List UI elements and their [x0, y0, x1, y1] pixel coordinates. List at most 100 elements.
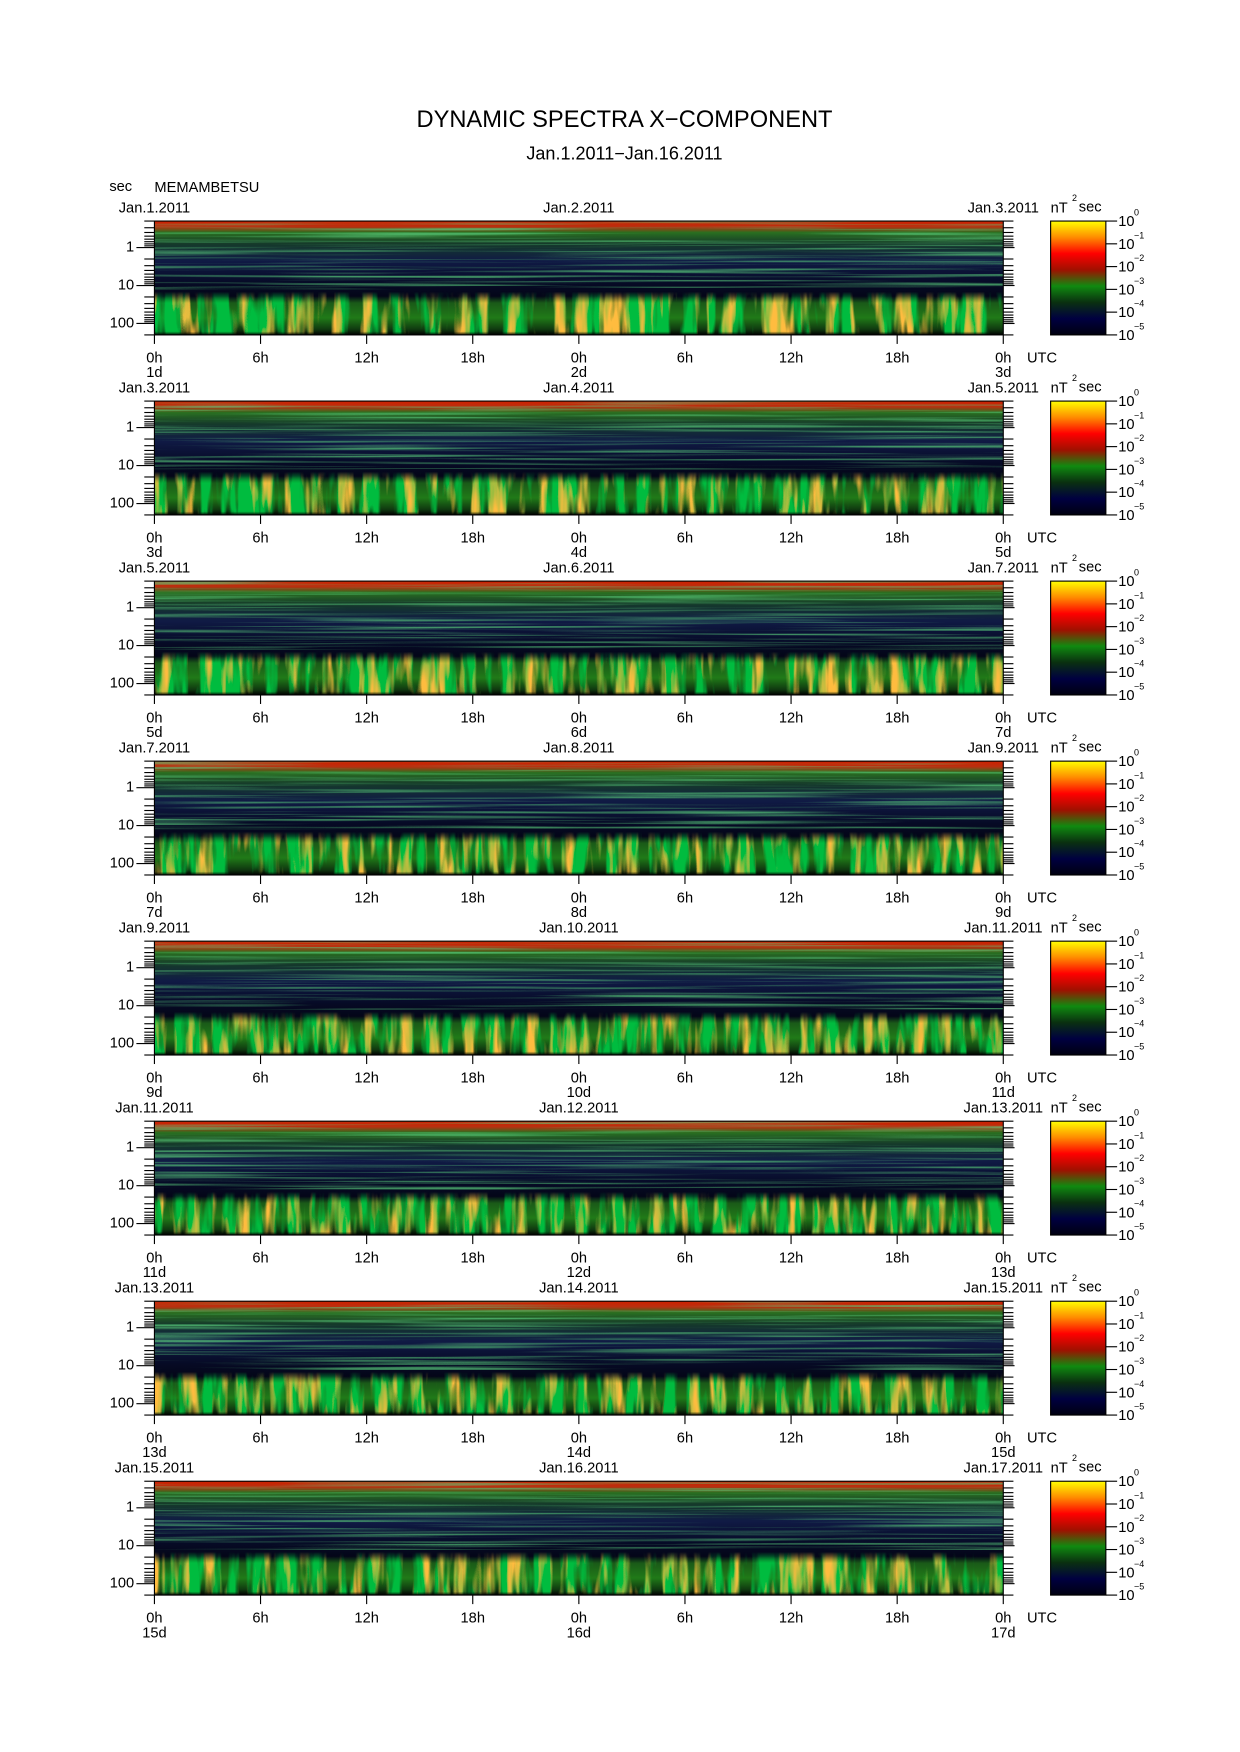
colorbar-unit-tail: sec [1079, 920, 1102, 936]
colorbar-tick-label: 10 [1118, 642, 1134, 658]
colorbar-tick-exponent: −5 [1134, 501, 1144, 511]
colorbar-unit: nT [1051, 741, 1068, 757]
x-tick-label: 0h [995, 891, 1011, 907]
colorbar-unit-exponent: 2 [1072, 733, 1077, 743]
colorbar-tick-exponent: −4 [1134, 479, 1144, 489]
spectrogram-texture [154, 941, 1004, 1056]
x-tick-label: 0h [995, 1431, 1011, 1447]
x-tick-label: 18h [885, 711, 909, 727]
colorbar-tick-exponent: −2 [1134, 613, 1144, 623]
date-label: Jan.11.2011 [115, 1101, 193, 1117]
x-tick-label: 12h [779, 530, 803, 546]
colorbar-tick-label: 10 [1118, 688, 1134, 704]
date-label: Jan.16.2011 [539, 1461, 619, 1477]
x-tick-label: 0h [571, 1251, 587, 1267]
x-tick-label: 12h [779, 1251, 803, 1267]
colorbar-tick-exponent: −1 [1134, 590, 1144, 600]
colorbar-tick-exponent: −3 [1134, 996, 1144, 1006]
panel: Jan.5.2011 Jan.6.2011 Jan.7.2011 0h 6h 12h 18h… [110, 553, 1145, 741]
colorbar-unit-exponent: 2 [1072, 373, 1077, 383]
colorbar-tick-exponent: −2 [1134, 793, 1144, 803]
colorbar-tick-label: 10 [1118, 957, 1134, 973]
colorbar-tick-label: 10 [1118, 1565, 1134, 1581]
colorbar-unit-exponent: 2 [1072, 1453, 1077, 1463]
colorbar-tick-exponent: −2 [1134, 1513, 1144, 1523]
y-tick-label: 1 [126, 780, 134, 796]
date-label: Jan.5.2011 [119, 561, 190, 577]
y-tick-label: 100 [110, 1035, 134, 1051]
x-tick-label: 6h [677, 1071, 693, 1087]
x-tick-label: 6h [252, 711, 268, 727]
colorbar-unit-tail: sec [1079, 739, 1102, 755]
colorbar-tick-exponent: −3 [1134, 276, 1144, 286]
colorbar-unit-tail: sec [1079, 1100, 1102, 1116]
x-unit: UTC [1027, 1251, 1058, 1267]
x-tick-label: 18h [885, 530, 909, 546]
colorbar-tick-label: 10 [1118, 1294, 1134, 1310]
colorbar-tick-exponent: 0 [1134, 1468, 1139, 1478]
colorbar-tick-exponent: 0 [1134, 748, 1139, 758]
colorbar [1050, 580, 1107, 696]
y-tick-label: 10 [118, 277, 134, 293]
spectrogram-texture [154, 1481, 1004, 1596]
x-tick-label: 18h [885, 891, 909, 907]
x-tick-label: 12h [779, 1611, 803, 1627]
x-tick-label: 0h [995, 711, 1011, 727]
colorbar-tick-label: 10 [1118, 440, 1134, 456]
colorbar-tick-label: 10 [1118, 822, 1134, 838]
x-tick-label: 6h [677, 1251, 693, 1267]
x-tick-label: 18h [461, 1611, 485, 1627]
panel: Jan.13.2011 Jan.14.2011 Jan.15.2011 0h 6h 12h… [110, 1273, 1145, 1461]
date-label: Jan.3.2011 [968, 201, 1039, 217]
spectrogram-texture [154, 401, 1004, 515]
colorbar-unit-tail: sec [1079, 1280, 1102, 1296]
day-label: 6d [571, 725, 587, 741]
x-tick-label: 12h [779, 1071, 803, 1087]
x-tick-label: 6h [677, 1611, 693, 1627]
x-tick-label: 18h [461, 350, 485, 366]
day-label: 5d [146, 725, 162, 741]
date-label: Jan.12.2011 [539, 1101, 619, 1117]
colorbar-unit-exponent: 2 [1072, 1273, 1077, 1283]
colorbar-tick-exponent: 0 [1134, 208, 1139, 218]
x-tick-label: 0h [146, 1251, 162, 1267]
colorbar-tick-label: 10 [1118, 417, 1134, 433]
colorbar-tick-exponent: 0 [1134, 1108, 1139, 1118]
colorbar-tick-label: 10 [1118, 282, 1134, 298]
x-tick-label: 0h [995, 1251, 1011, 1267]
date-label: Jan.9.2011 [119, 921, 190, 937]
day-label: 15d [142, 1625, 166, 1641]
colorbar-tick-label: 10 [1118, 260, 1134, 276]
x-tick-label: 6h [252, 350, 268, 366]
day-label: 2d [571, 365, 587, 381]
colorbar-tick-exponent: −4 [1134, 839, 1144, 849]
y-tick-label: 100 [110, 495, 134, 511]
colorbar [1050, 220, 1107, 336]
colorbar-tick-label: 10 [1118, 597, 1134, 613]
y-tick-label: 10 [118, 1358, 134, 1374]
colorbar-tick-label: 10 [1118, 1363, 1134, 1379]
y-tick-label: 1 [126, 1140, 134, 1156]
colorbar-tick-label: 10 [1118, 1385, 1134, 1401]
colorbar-tick-label: 10 [1118, 800, 1134, 816]
page-title: DYNAMIC SPECTRA X−COMPONENT [416, 107, 832, 133]
colorbar-tick-exponent: −5 [1134, 861, 1144, 871]
date-label: Jan.15.2011 [115, 1461, 195, 1477]
colorbar-tick-exponent: −5 [1134, 681, 1144, 691]
x-tick-label: 0h [146, 711, 162, 727]
x-tick-label: 0h [146, 1071, 162, 1087]
panel: Jan.3.2011 Jan.4.2011 Jan.5.2011 0h 6h 12h 18h… [110, 373, 1145, 561]
date-label: Jan.10.2011 [539, 921, 619, 937]
y-tick-label: 100 [110, 315, 134, 331]
colorbar [1050, 940, 1107, 1056]
colorbar-tick-label: 10 [1118, 1520, 1134, 1536]
spectrogram-texture [154, 221, 1004, 335]
colorbar-tick-exponent: −1 [1134, 1130, 1144, 1140]
colorbar-unit-exponent: 2 [1072, 553, 1077, 563]
x-tick-label: 0h [995, 530, 1011, 546]
colorbar-tick-label: 10 [1118, 845, 1134, 861]
x-tick-label: 6h [252, 1611, 268, 1627]
colorbar-tick-label: 10 [1118, 1205, 1134, 1221]
colorbar-tick-exponent: 0 [1134, 928, 1139, 938]
